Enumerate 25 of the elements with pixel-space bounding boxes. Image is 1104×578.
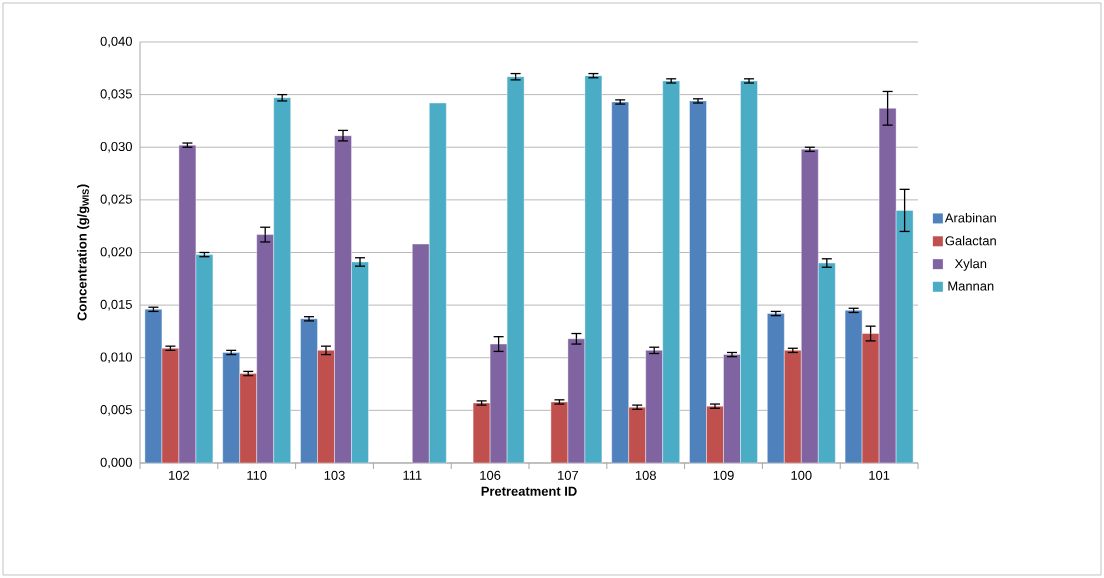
y-axis-title: Concentration (g/g$_{WIS}$) xyxy=(77,184,90,321)
legend-label: Xylan xyxy=(954,258,987,271)
y-tick-label: 0,025 xyxy=(100,194,132,206)
x-tick-label: 111 xyxy=(403,470,422,480)
y-tick-label: 0,040 xyxy=(100,36,132,48)
x-tick-label: 103 xyxy=(324,470,345,480)
x-tick-label: 110 xyxy=(247,470,267,480)
y-tick-label: 0,020 xyxy=(100,247,132,258)
y-tick-label: 0,010 xyxy=(100,352,132,364)
y-tick-label: 0,005 xyxy=(100,405,132,416)
y-tick-label: 0,030 xyxy=(100,141,132,153)
legend-label: Mannan xyxy=(948,281,994,291)
legend-label: Galactan xyxy=(945,235,996,246)
y-tick-label: 0,035 xyxy=(100,89,132,100)
y-tick-label: 0,015 xyxy=(100,299,132,311)
x-tick-label: 108 xyxy=(635,470,656,480)
legend-label: Arabinan xyxy=(944,212,996,223)
x-tick-label: 102 xyxy=(169,470,190,480)
x-tick-label: 106 xyxy=(480,470,501,480)
x-axis-title: Pretreatment ID xyxy=(481,486,577,496)
x-tick-label: 107 xyxy=(558,470,579,480)
x-tick-label: 101 xyxy=(869,470,890,480)
x-tick-label: 109 xyxy=(713,470,734,480)
x-tick-label: 100 xyxy=(791,470,812,480)
y-tick-label: 0,000 xyxy=(100,457,132,469)
